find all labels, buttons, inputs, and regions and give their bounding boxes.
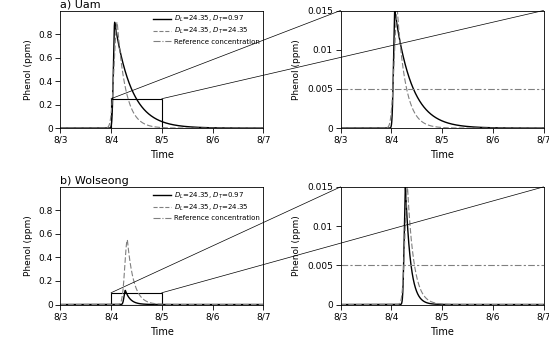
Legend: $D_L$=24.35, $D_T$=0.97, $D_L$=24.35, $D_T$=24.35, Reference concentration: $D_L$=24.35, $D_T$=0.97, $D_L$=24.35, $D… [153,14,260,44]
Y-axis label: Phenol (ppm): Phenol (ppm) [293,215,301,276]
Legend: $D_L$=24.35, $D_T$=0.97, $D_L$=24.35, $D_T$=24.35, Reference concentration: $D_L$=24.35, $D_T$=0.97, $D_L$=24.35, $D… [153,190,260,221]
Text: b) Wolseong: b) Wolseong [60,176,129,186]
Text: a) Uam: a) Uam [60,0,101,10]
Y-axis label: Phenol (ppm): Phenol (ppm) [24,39,33,100]
X-axis label: Time: Time [150,327,174,337]
X-axis label: Time: Time [430,327,454,337]
Y-axis label: Phenol (ppm): Phenol (ppm) [24,215,33,276]
Bar [111,99,162,128]
X-axis label: Time: Time [150,150,174,160]
Y-axis label: Phenol (ppm): Phenol (ppm) [293,39,301,100]
Bar [111,293,162,304]
X-axis label: Time: Time [430,150,454,160]
